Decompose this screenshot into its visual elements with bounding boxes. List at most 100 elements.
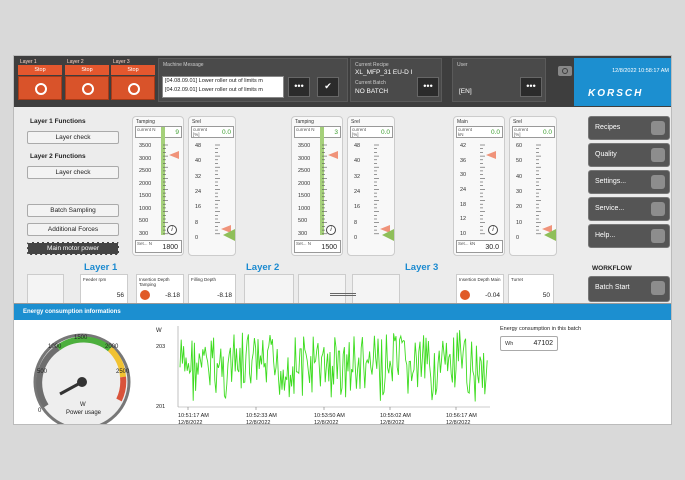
gauge-current-box: current [%] 0.0 — [191, 126, 234, 138]
menu-settings-button[interactable]: Settings... — [588, 170, 670, 194]
gauge-tick: 40 — [354, 158, 361, 165]
gauge-tick: 12 — [460, 216, 467, 223]
menu-label: Service... — [595, 205, 625, 212]
gauge-tick: 16 — [354, 204, 361, 211]
feeder-value: 56 — [116, 292, 124, 299]
camera-icon[interactable] — [558, 66, 572, 76]
gauge-tick: 3000 — [298, 155, 311, 162]
layer1-title: Layer 1 — [84, 262, 118, 273]
turret-card[interactable]: Turret 50 — [508, 274, 554, 304]
workflow-title: WORKFLOW — [592, 265, 632, 272]
gauge-limit-arrow — [328, 151, 338, 159]
layer2-stop-label: Stop — [65, 65, 109, 75]
gauge-caption: Srel — [192, 119, 201, 125]
user-caption: User — [457, 62, 468, 68]
user-more-button[interactable]: ••• — [520, 77, 542, 97]
layer3-stop-button[interactable]: Layer 3 Stop — [111, 58, 155, 102]
gauge-tick: 10 — [516, 219, 523, 226]
gauge-card[interactable]: Srel current [%] 0.0 48 40 32 24 16 8 0 — [347, 116, 395, 256]
recipe-caption: Current Recipe — [355, 62, 389, 68]
gauge-current-box: current [%] 0.0 — [350, 126, 393, 138]
power-icon — [18, 76, 62, 100]
gauge-current-value: 0.0 — [542, 129, 552, 136]
panel-drag-handle[interactable] — [330, 293, 356, 296]
gauge-limit-arrow — [486, 151, 496, 159]
menu-label: Help... — [595, 232, 616, 239]
menu-quality-button[interactable]: Quality — [588, 143, 670, 167]
gauge-current-label: current [%] — [514, 127, 529, 137]
layer2-stop-button[interactable]: Layer 2 Stop — [65, 58, 109, 102]
menu-service-button[interactable]: Service... — [588, 197, 670, 221]
gauge-set-box[interactable]: Set... N 1500 — [294, 240, 341, 253]
machine-message-caption: Machine Message — [163, 62, 204, 68]
info-icon[interactable]: i — [326, 225, 336, 235]
gauge-tick: 20 — [516, 204, 523, 211]
layer1-check-button[interactable]: Layer check — [27, 131, 119, 144]
filling-depth-card[interactable]: Filling Depth -8.18 — [188, 274, 236, 304]
gauge-scale — [320, 127, 338, 235]
message-more-button[interactable]: ••• — [288, 77, 310, 97]
batch-caption: Current Batch — [355, 80, 386, 86]
gauge-tick: 24 — [460, 187, 467, 193]
gauge-tick: 1000 — [298, 205, 311, 212]
gauge-tick: 1500 — [139, 193, 152, 200]
gauge-tick: 40 — [195, 158, 202, 165]
gauge-tick: 8 — [195, 219, 199, 226]
gauge-set-label: Set... N — [137, 241, 153, 246]
gauge-current-box: current [%] 0.0 — [512, 126, 555, 138]
layer2-check-button[interactable]: Layer check — [27, 166, 119, 179]
gauge-tick: 3500 — [298, 143, 311, 149]
time-label: 10:51:17 AM — [178, 413, 209, 419]
gauge-card[interactable]: Main current kN 0.0 42 36 30 24 18 12 10 i Set... k… — [453, 116, 505, 256]
gauge-band-red — [116, 376, 127, 402]
insertion-main-card[interactable]: Insertion Depth Main -0.04 — [456, 274, 504, 304]
gauge-current-value: 0.0 — [380, 129, 390, 136]
gauge-level-bar — [161, 127, 165, 235]
gauge-tick: 30 — [460, 172, 467, 179]
gauge-set-box[interactable]: Set... kN 30.0 — [456, 240, 503, 253]
menu-help-button[interactable]: Help... — [588, 224, 670, 248]
layer1-stop-button[interactable]: Layer 1 Stop — [18, 58, 62, 102]
insertion-tamping-card[interactable]: Insertion Depth Tamping -8.18 — [136, 274, 184, 304]
gauge-tick: 500 — [139, 218, 149, 225]
gauge-tick: 300 — [139, 231, 149, 237]
gauge-set-value: 30.0 — [485, 244, 499, 251]
gauge-scale — [536, 144, 556, 241]
power-icon — [65, 76, 109, 100]
main-motor-power-button[interactable]: Main motor power — [27, 242, 119, 255]
menu-recipes-button[interactable]: Recipes — [588, 116, 670, 140]
gauge-current-value: 0.0 — [490, 129, 500, 136]
stop-icon — [460, 290, 470, 300]
gauge-tick: 48 — [195, 143, 202, 149]
date-label: 12/8/2022 — [246, 420, 270, 425]
folder-icon — [651, 121, 665, 135]
gauge-tick: 2500 — [298, 168, 311, 175]
gauge-tick: 42 — [460, 143, 467, 149]
gauge-card[interactable]: Srel current [%] 0.0 60 50 40 30 20 10 0 — [509, 116, 557, 256]
time-label: 10:55:02 AM — [380, 413, 411, 419]
placeholder-card — [352, 274, 400, 304]
gauge-tick: 10 — [460, 231, 467, 237]
gauge-limit-arrow — [169, 151, 179, 159]
gauge-tick: 1500 — [298, 193, 311, 200]
filling-depth-value: -8.18 — [217, 292, 232, 299]
batch-start-button[interactable]: Batch Start — [588, 276, 670, 302]
layer2-functions-title: Layer 2 Functions — [30, 153, 86, 160]
additional-forces-button[interactable]: Additional Forces — [27, 223, 119, 236]
feeder-card[interactable]: Feeder rpm 56 — [80, 274, 128, 304]
gauge-set-box[interactable]: Set... N 1800 — [135, 240, 182, 253]
message-ack-button[interactable]: ✔ — [317, 77, 339, 97]
machine-message-list[interactable]: [04.08.09.01] Lower roller out of limits… — [162, 76, 284, 98]
gauge-current-value: 9 — [175, 129, 179, 136]
info-icon[interactable]: i — [167, 225, 177, 235]
info-icon[interactable]: i — [488, 225, 498, 235]
gauge-tick: 0 — [38, 408, 42, 414]
gauge-card[interactable]: Srel current [%] 0.0 48 40 32 24 16 8 0 — [188, 116, 236, 256]
gauge-caption: Tamping — [136, 119, 155, 125]
batch-sampling-button[interactable]: Batch Sampling — [27, 204, 119, 217]
recipe-more-button[interactable]: ••• — [417, 77, 439, 97]
gauge-card[interactable]: Tamping current N 3 3500 3000 2500 2000 1500 100… — [291, 116, 343, 256]
gauge-card[interactable]: Tamping current N 9 3500 3000 2500 2000 1500 100… — [132, 116, 184, 256]
gauge-tick: 0 — [516, 235, 520, 241]
